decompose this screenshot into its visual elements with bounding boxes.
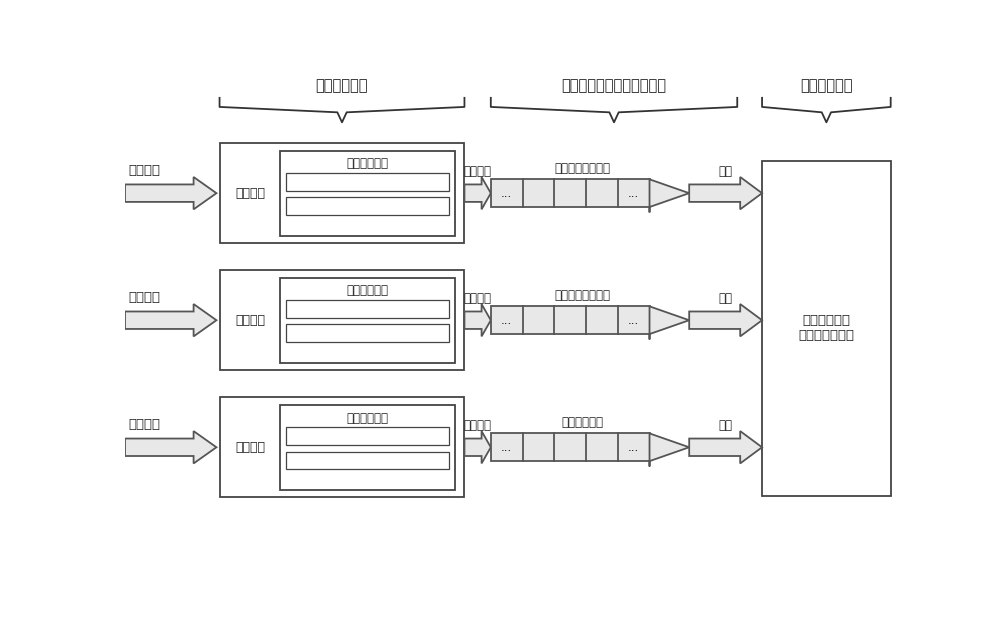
Text: 实时限额规则: 实时限额规则	[347, 411, 389, 425]
Bar	[286, 173, 449, 191]
Text: 汇总: 汇总	[719, 292, 733, 305]
Text: 部门B: 100: 部门B: 100	[342, 430, 394, 442]
Polygon shape	[650, 306, 689, 340]
Bar	[280, 405, 455, 490]
Text: 实时限额规则: 实时限额规则	[347, 158, 389, 170]
Polygon shape	[689, 431, 762, 463]
Polygon shape	[125, 177, 216, 209]
Text: 放款额度变更流水: 放款额度变更流水	[554, 162, 610, 175]
Bar	[280, 151, 455, 236]
Text: 还款服务: 还款服务	[236, 314, 266, 327]
Text: 部门B: 100: 部门B: 100	[342, 302, 394, 315]
Polygon shape	[464, 431, 491, 463]
Bar	[286, 427, 449, 445]
Bar	[491, 180, 650, 207]
Polygon shape	[689, 304, 762, 337]
Text: 变更流水: 变更流水	[464, 165, 492, 178]
Text: 额度汇总数据
（按基础维度）: 额度汇总数据 （按基础维度）	[798, 314, 854, 342]
Text: 变更流水: 变更流水	[464, 292, 492, 305]
Text: · · ·: · · ·	[358, 200, 377, 213]
Text: 汇总: 汇总	[719, 420, 733, 432]
Bar	[280, 278, 455, 362]
Bar	[286, 300, 449, 318]
Text: 汇总: 汇总	[719, 165, 733, 178]
Bar	[491, 433, 650, 461]
Bar	[220, 270, 464, 371]
Text: 放款数据: 放款数据	[128, 163, 160, 176]
Bar	[286, 452, 449, 469]
Text: ...: ...	[628, 441, 639, 454]
Text: ...: ...	[628, 314, 639, 327]
Text: 汇总完成阶段: 汇总完成阶段	[800, 78, 853, 93]
Text: ...: ...	[501, 187, 512, 200]
Bar	[762, 161, 891, 495]
Bar	[286, 197, 449, 215]
Text: 部门B: 100: 部门B: 100	[342, 175, 394, 188]
Text: 额度变更流水: 额度变更流水	[561, 416, 603, 429]
Text: · · ·: · · ·	[358, 327, 377, 340]
Text: ...: ...	[501, 441, 512, 454]
Text: 还款数据: 还款数据	[128, 291, 160, 303]
Text: 变更流水: 变更流水	[464, 420, 492, 432]
Bar	[491, 306, 650, 334]
Text: 业务处理阶段: 业务处理阶段	[316, 78, 368, 93]
Bar	[220, 398, 464, 497]
Polygon shape	[650, 433, 689, 467]
Text: 放款服务: 放款服务	[236, 187, 266, 200]
Text: · · ·: · · ·	[358, 454, 377, 467]
Bar	[286, 325, 449, 342]
Polygon shape	[464, 304, 491, 337]
Text: 实时限额规则: 实时限额规则	[347, 284, 389, 298]
Polygon shape	[464, 177, 491, 209]
Text: ...: ...	[628, 187, 639, 200]
Polygon shape	[650, 180, 689, 212]
Bar	[220, 143, 464, 243]
Polygon shape	[689, 177, 762, 209]
Text: 额度变更流水等待汇总阶段: 额度变更流水等待汇总阶段	[562, 78, 667, 93]
Text: 其他服务: 其他服务	[236, 441, 266, 454]
Text: 还款额度变更流水: 还款额度变更流水	[554, 289, 610, 302]
Text: 其他数据: 其他数据	[128, 418, 160, 431]
Polygon shape	[125, 431, 216, 463]
Polygon shape	[125, 304, 216, 337]
Text: ...: ...	[501, 314, 512, 327]
